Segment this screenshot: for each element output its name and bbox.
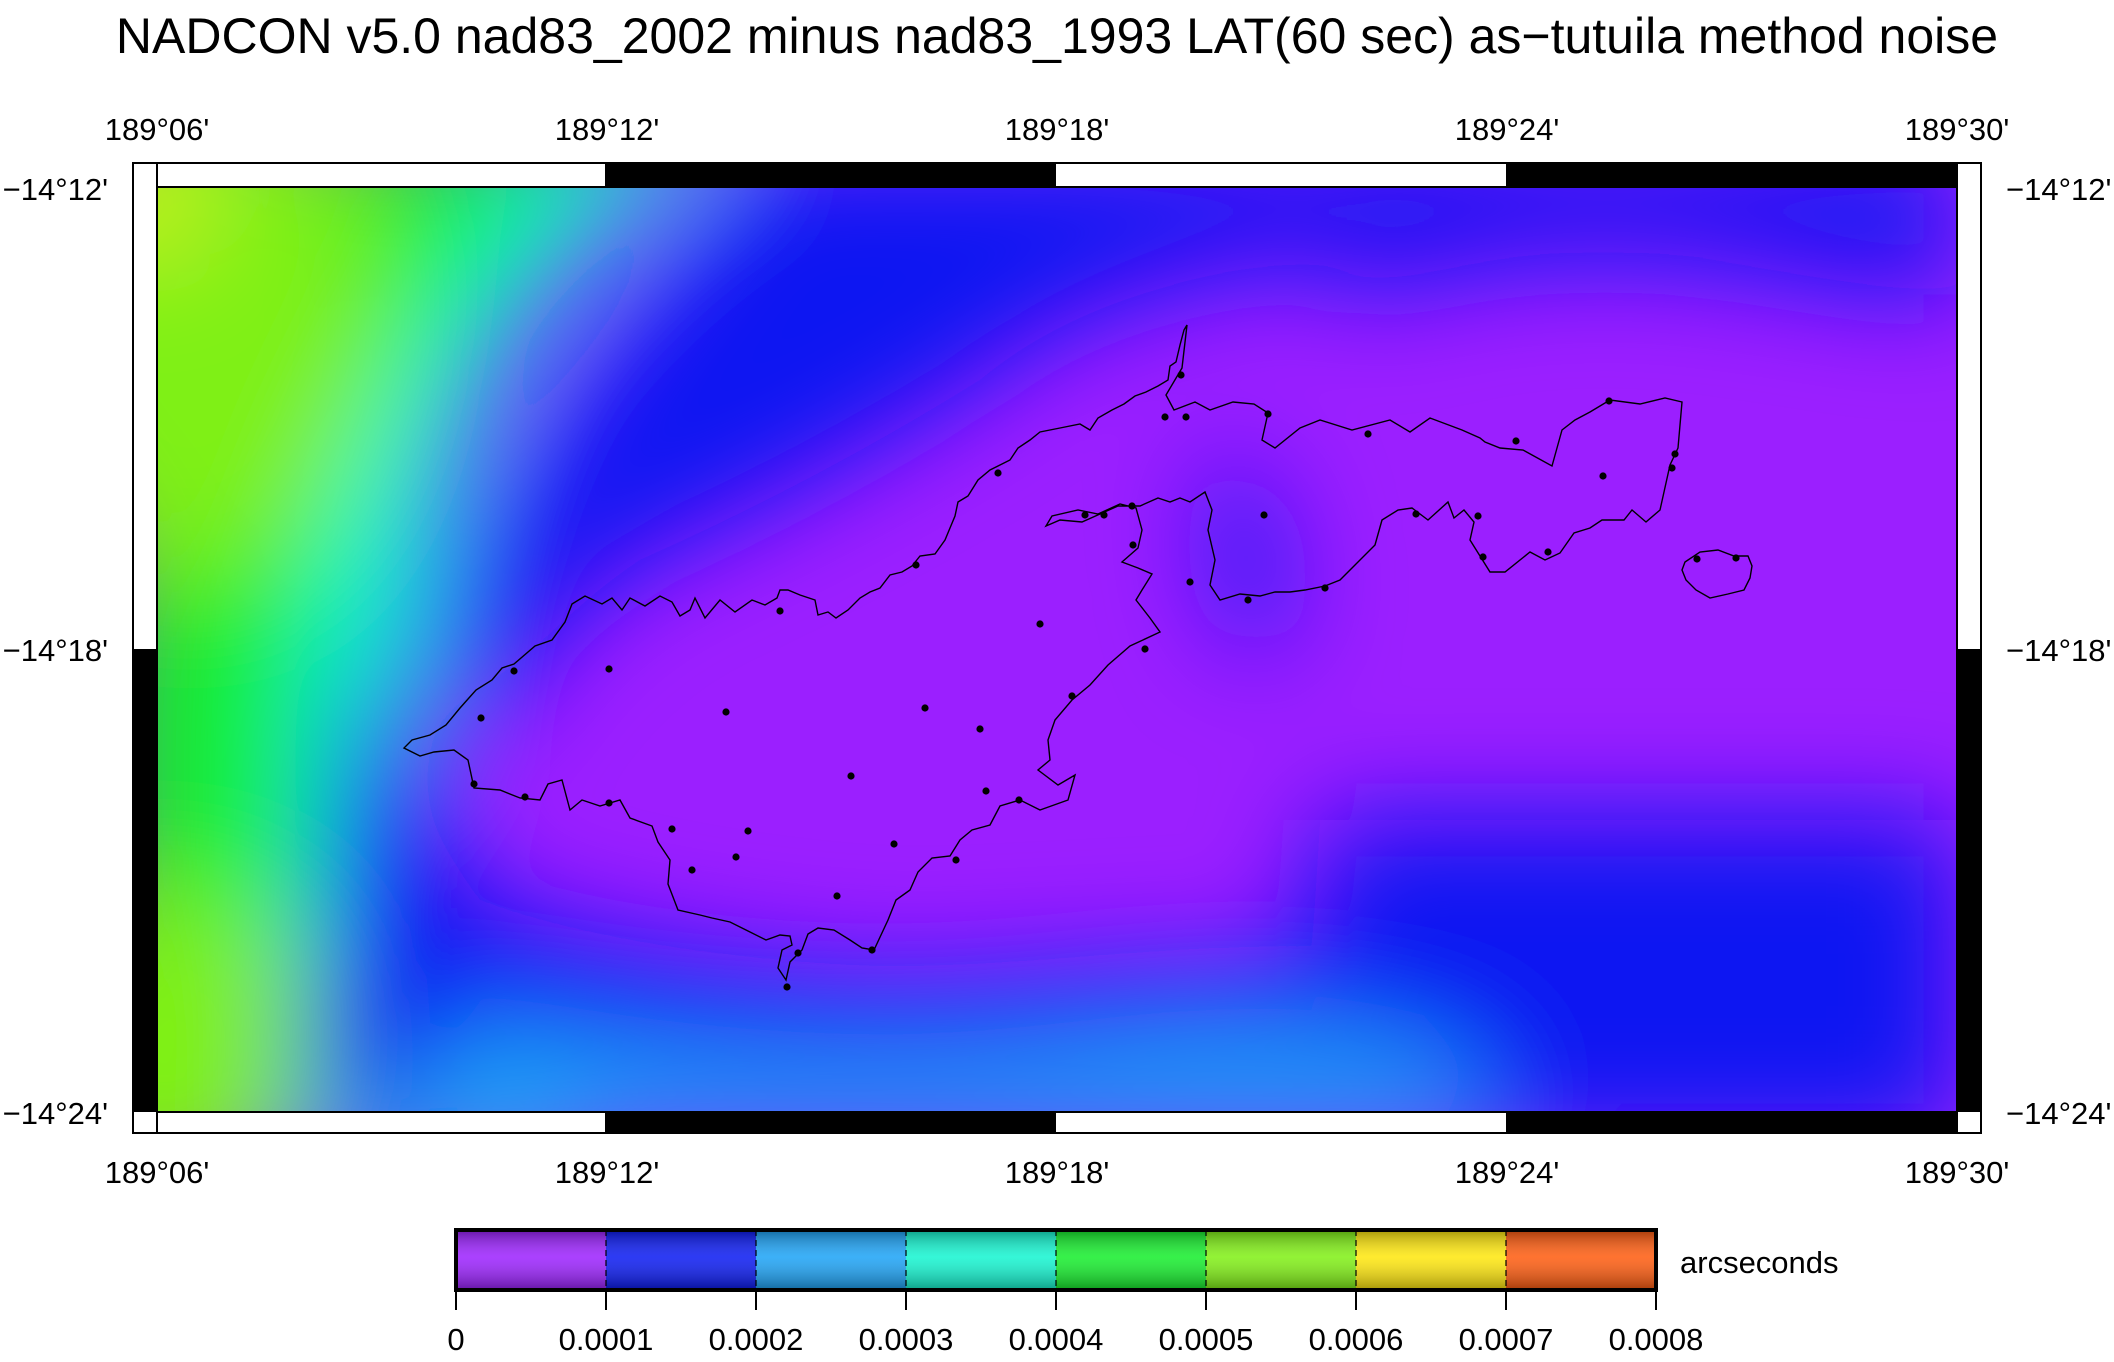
- station-dot: [1605, 397, 1613, 405]
- station-dot: [847, 772, 855, 780]
- station-dot: [1244, 596, 1252, 604]
- station-dot: [1186, 578, 1194, 586]
- station-dot: [1100, 511, 1108, 519]
- colorbar-swatch-shade: [756, 1230, 906, 1290]
- lat-tick-label: −14°12': [3, 172, 108, 207]
- station-dot: [605, 665, 613, 673]
- colorbar-swatch-shade: [1356, 1230, 1506, 1290]
- station-dot: [776, 607, 784, 615]
- station-dot: [668, 825, 676, 833]
- station-dot: [890, 840, 898, 848]
- colorbar: arcseconds 0 0.0001 0.0002 0.0003 0.0004 0.00…: [447, 1228, 1839, 1357]
- station-dot: [1036, 620, 1044, 628]
- lat-tick-label: −14°18': [2006, 633, 2111, 668]
- station-dot: [1260, 511, 1268, 519]
- map-frame: [132, 162, 1982, 1134]
- station-dot: [521, 793, 529, 801]
- station-dot: [470, 780, 478, 788]
- colorbar-tick-label: 0.0001: [559, 1322, 654, 1357]
- colorbar-unit-label: arcseconds: [1680, 1245, 1839, 1280]
- colorbar-tick-label: 0: [447, 1322, 464, 1357]
- colorbar-swatch-shade: [1506, 1230, 1656, 1290]
- station-dot: [868, 946, 876, 954]
- station-dot: [794, 949, 802, 957]
- station-dot: [833, 892, 841, 900]
- colorbar-tick-label: 0.0007: [1459, 1322, 1554, 1357]
- colorbar-tick-label: 0.0005: [1159, 1322, 1254, 1357]
- map-title: NADCON v5.0 nad83_2002 minus nad83_1993 …: [115, 8, 1999, 64]
- lat-ticks-right: −14°12' −14°18' −14°24': [2006, 172, 2111, 1131]
- lon-tick-label: 189°18': [1005, 1155, 1110, 1190]
- lon-tick-label: 189°18': [1005, 112, 1110, 147]
- station-dot: [1015, 796, 1023, 804]
- station-dot: [1544, 548, 1552, 556]
- station-dot: [722, 708, 730, 716]
- lon-tick-label: 189°06': [105, 1155, 210, 1190]
- station-dot: [688, 866, 696, 874]
- coastline: [402, 324, 1753, 982]
- colorbar-tick-label: 0.0004: [1009, 1322, 1104, 1357]
- lat-tick-label: −14°24': [2006, 1096, 2111, 1131]
- station-dot: [783, 983, 791, 991]
- lon-tick-label: 189°24': [1455, 112, 1560, 147]
- lon-ticks-top: 189°06' 189°12' 189°18' 189°24' 189°30': [105, 112, 2010, 147]
- lat-tick-label: −14°18': [3, 633, 108, 668]
- aunuu-coastline: [1681, 549, 1753, 599]
- noise-field: [157, 188, 1957, 1112]
- station-dot: [1364, 430, 1372, 438]
- stations-layer: [470, 371, 1740, 991]
- colorbar-swatch-shade: [1206, 1230, 1356, 1290]
- station-dot: [921, 704, 929, 712]
- station-dot: [1599, 472, 1607, 480]
- station-dot: [1321, 584, 1329, 592]
- station-dot: [1474, 512, 1482, 520]
- station-dot: [1161, 413, 1169, 421]
- colorbar-swatch-shade: [606, 1230, 756, 1290]
- colorbar-swatch-shade: [1056, 1230, 1206, 1290]
- lon-ticks-bottom: 189°06' 189°12' 189°18' 189°24' 189°30': [105, 1155, 2010, 1190]
- lon-tick-label: 189°06': [105, 112, 210, 147]
- lat-tick-label: −14°24': [3, 1096, 108, 1131]
- station-dot: [1182, 413, 1190, 421]
- station-dot: [1412, 510, 1420, 518]
- station-dot: [1141, 645, 1149, 653]
- station-dot: [1068, 692, 1076, 700]
- colorbar-swatch-shade: [456, 1230, 606, 1290]
- colorbar-tick-label: 0.0002: [709, 1322, 804, 1357]
- station-dot: [605, 799, 613, 807]
- station-dot: [994, 469, 1002, 477]
- station-dot: [976, 725, 984, 733]
- station-dot: [510, 667, 518, 675]
- station-dot: [1081, 511, 1089, 519]
- station-dot: [982, 787, 990, 795]
- lat-ticks-left: −14°12' −14°18' −14°24': [3, 172, 108, 1131]
- tutuila-coastline: [402, 324, 1683, 982]
- station-dot: [1128, 502, 1136, 510]
- station-dot: [744, 827, 752, 835]
- station-dot: [1671, 450, 1679, 458]
- station-dot: [1512, 437, 1520, 445]
- station-dot: [1668, 464, 1676, 472]
- lon-tick-label: 189°24': [1455, 1155, 1560, 1190]
- station-dot: [1732, 554, 1740, 562]
- lat-tick-label: −14°12': [2006, 172, 2111, 207]
- station-dot: [912, 561, 920, 569]
- station-dot: [1177, 371, 1185, 379]
- colorbar-tick-label: 0.0008: [1609, 1322, 1704, 1357]
- lon-tick-label: 189°12': [555, 1155, 660, 1190]
- station-dot: [477, 714, 485, 722]
- station-dot: [1264, 410, 1272, 418]
- lon-tick-label: 189°30': [1905, 1155, 2010, 1190]
- station-dot: [1479, 553, 1487, 561]
- station-dot: [1693, 555, 1701, 563]
- station-dot: [732, 853, 740, 861]
- station-dot: [952, 856, 960, 864]
- colorbar-tick-label: 0.0003: [859, 1322, 954, 1357]
- station-dot: [1129, 541, 1137, 549]
- colorbar-swatch-shade: [906, 1230, 1056, 1290]
- lon-tick-label: 189°12': [555, 112, 660, 147]
- lon-tick-label: 189°30': [1905, 112, 2010, 147]
- colorbar-tick-label: 0.0006: [1309, 1322, 1404, 1357]
